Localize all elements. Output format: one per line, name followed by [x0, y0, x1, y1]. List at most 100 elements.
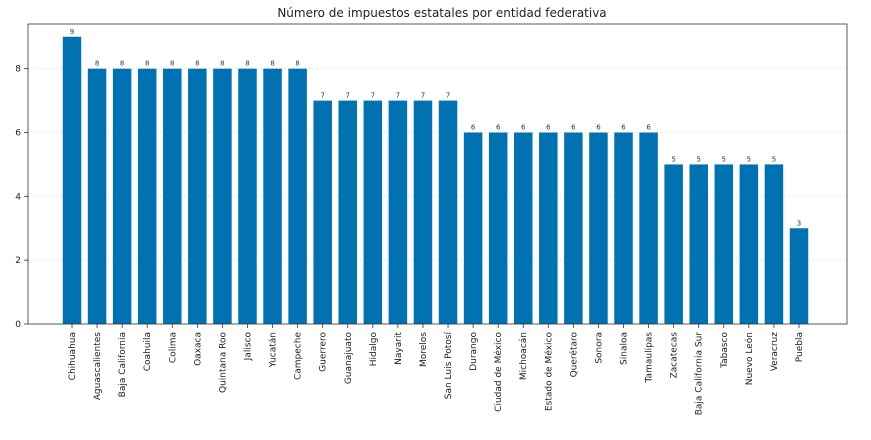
data-label: 8	[145, 60, 149, 68]
chart-title: Número de impuestos estatales por entida…	[277, 6, 606, 20]
data-labels-layer: 9 8 8 8 8 8 8 8 8 8 7 7 7 7 7 7 6 6 6 6 6 6 6 6 5 5 5 5 5 3	[70, 28, 801, 227]
data-label: 8	[170, 60, 174, 68]
x-tick-label: Baja California Sur	[695, 332, 705, 416]
bar	[137, 68, 157, 325]
bar	[539, 132, 558, 324]
data-label: 6	[496, 124, 501, 132]
data-label: 7	[346, 92, 350, 100]
bar	[388, 100, 408, 325]
data-label: 6	[521, 124, 526, 132]
x-tick-label: Querétaro	[568, 332, 579, 378]
x-tick-label: Chihuahua	[68, 332, 78, 380]
data-label: 6	[596, 124, 601, 132]
x-tick-label: Aguascalientes	[93, 332, 103, 401]
bar	[664, 164, 683, 324]
bar	[764, 164, 784, 324]
data-label: 6	[621, 124, 626, 132]
bar	[614, 132, 633, 324]
x-tick-label: Puebla	[795, 332, 805, 362]
data-label: 7	[396, 92, 400, 100]
bar	[639, 132, 658, 324]
x-tick-label: Baja California	[118, 332, 128, 397]
x-tick-label: Colima	[168, 332, 178, 363]
data-label: 5	[696, 155, 700, 163]
bar	[163, 68, 182, 325]
x-tick-label: Coahuila	[143, 332, 153, 371]
x-tick-label: Hidalgo	[369, 332, 379, 367]
bars-layer	[62, 36, 809, 325]
data-label: 7	[320, 92, 324, 100]
bar	[589, 132, 608, 324]
x-tick-label: Campeche	[294, 332, 304, 380]
x-tick-label: Tabasco	[720, 332, 730, 369]
bar	[288, 68, 307, 325]
x-tick-label: Tamaulipas	[645, 332, 655, 384]
bar	[513, 132, 533, 324]
data-label: 9	[70, 28, 74, 36]
plot-frame	[27, 23, 848, 325]
x-tick-label: Veracruz	[770, 332, 780, 372]
data-label: 8	[220, 60, 224, 68]
bar	[238, 68, 257, 325]
y-tick-label: 0	[15, 320, 21, 330]
bar	[689, 164, 708, 324]
y-tick-label: 6	[15, 129, 21, 139]
data-label: 8	[120, 60, 124, 68]
bar	[213, 68, 232, 325]
bar	[87, 68, 107, 325]
data-label: 6	[471, 124, 476, 132]
data-label: 3	[797, 219, 801, 227]
data-label: 8	[95, 60, 99, 68]
bar	[363, 100, 383, 325]
y-tick-label: 2	[15, 256, 21, 266]
x-tick-label: Morelos	[419, 332, 429, 367]
data-label: 5	[722, 155, 726, 163]
x-tick-label: Guanajuato	[344, 332, 354, 385]
data-label: 8	[195, 60, 199, 68]
data-label: 8	[295, 60, 299, 68]
x-tick-label: Yucatán	[269, 332, 279, 368]
data-label: 6	[646, 124, 651, 132]
x-tick-label: Ciudad de México	[493, 332, 504, 412]
x-tick-label: San Luis Potosí	[444, 332, 454, 400]
axes-layer: 0 2 4 6 8 Chihuahua Aguascalientes Baja Califor…	[15, 23, 848, 416]
x-tick-label: Jalisco	[243, 332, 253, 362]
bar	[564, 132, 583, 324]
x-tick-label: Estado de México	[543, 332, 554, 412]
data-label: 5	[747, 155, 751, 163]
x-tick-label: Nuevo León	[744, 332, 755, 385]
bar	[263, 68, 282, 325]
data-label: 5	[671, 155, 675, 163]
data-label: 7	[421, 92, 425, 100]
x-tick-label: Nayarit	[394, 332, 404, 365]
y-tick-label: 8	[15, 65, 21, 75]
x-tick-label: Michoacán	[519, 332, 529, 380]
x-tick-label: Zacatecas	[670, 332, 680, 379]
x-tick-label: Quintana Roo	[218, 332, 228, 393]
x-tick-label: Sonora	[594, 332, 604, 364]
x-tick-label: Guerrero	[319, 332, 329, 372]
bar	[188, 68, 207, 325]
data-label: 5	[772, 155, 776, 163]
bar	[438, 100, 458, 325]
x-tick-label: Oaxaca	[193, 332, 203, 366]
x-tick-label: Durango	[469, 332, 479, 371]
bar	[714, 164, 734, 324]
bar	[739, 164, 759, 324]
y-tick-label: 4	[15, 192, 21, 202]
data-label: 8	[270, 60, 274, 68]
data-label: 7	[446, 92, 450, 100]
bar	[338, 100, 358, 325]
data-label: 8	[245, 60, 249, 68]
bar	[413, 100, 433, 325]
data-label: 6	[571, 124, 576, 132]
bar	[313, 100, 332, 325]
bar	[488, 132, 508, 324]
bar	[789, 228, 809, 324]
bar	[112, 68, 132, 325]
data-label: 6	[546, 124, 551, 132]
bar	[62, 36, 82, 324]
bar	[463, 132, 483, 324]
